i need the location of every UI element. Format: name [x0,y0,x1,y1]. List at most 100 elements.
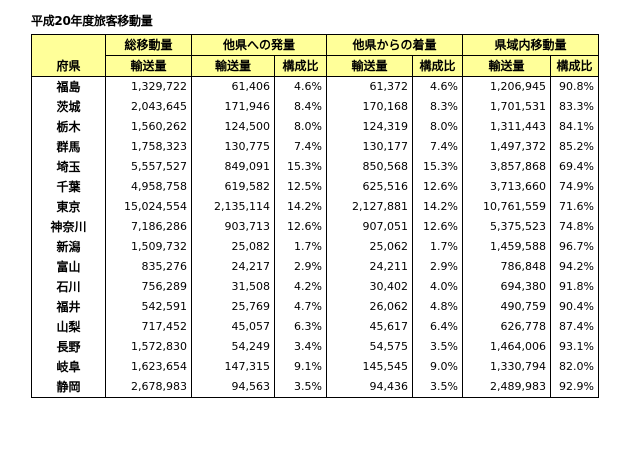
table-row: 群馬 1,758,323 130,775 7.4% 130,177 7.4% 1,497,3… [31,137,599,157]
value-cell: 1,509,732 [105,237,192,257]
value-cell: 7.4% [274,137,327,157]
value-cell: 907,051 [326,217,413,237]
value-cell: 30,402 [326,277,413,297]
value-cell: 84.1% [550,117,599,137]
value-cell: 4.7% [274,297,327,317]
value-cell: 1,701,531 [462,97,551,117]
value-cell: 490,759 [462,297,551,317]
value-cell: 7.4% [412,137,463,157]
prefecture-cell: 静岡 [31,377,106,398]
prefecture-cell: 富山 [31,257,106,277]
prefecture-cell: 石川 [31,277,106,297]
value-cell: 5,557,527 [105,157,192,177]
value-cell: 83.3% [550,97,599,117]
value-cell: 2,127,881 [326,197,413,217]
value-cell: 14.2% [412,197,463,217]
table-row: 栃木 1,560,262 124,500 8.0% 124,319 8.0% 1,311,4… [31,117,599,137]
header-group-inbound: 他県からの着量 [326,34,463,56]
value-cell: 542,591 [105,297,192,317]
prefecture-cell: 栃木 [31,117,106,137]
value-cell: 93.1% [550,337,599,357]
table-row: 新潟 1,509,732 25,082 1.7% 25,062 1.7% 1,459,588… [31,237,599,257]
table-row: 静岡 2,678,983 94,563 3.5% 94,436 3.5% 2,489,983… [31,377,599,398]
header-subcol: 輸送量 [105,55,192,77]
value-cell: 74.9% [550,177,599,197]
value-cell: 4.0% [412,277,463,297]
table-row: 長野 1,572,830 54,249 3.4% 54,575 3.5% 1,464,006… [31,337,599,357]
value-cell: 3,857,868 [462,157,551,177]
table-row: 埼玉 5,557,527 849,091 15.3% 850,568 15.3% 3,857… [31,157,599,177]
value-cell: 1.7% [274,237,327,257]
value-cell: 1,497,372 [462,137,551,157]
value-cell: 626,778 [462,317,551,337]
table-row: 山梨 717,452 45,057 6.3% 45,617 6.4% 626,778 87.4… [31,317,599,337]
value-cell: 3.4% [274,337,327,357]
value-cell: 4.6% [412,76,463,97]
prefecture-cell: 山梨 [31,317,106,337]
value-cell: 756,289 [105,277,192,297]
header-group-outbound: 他県への発量 [191,34,327,56]
value-cell: 90.4% [550,297,599,317]
value-cell: 4.8% [412,297,463,317]
value-cell: 2.9% [274,257,327,277]
header-subcol: 輸送量 [191,55,275,77]
value-cell: 61,372 [326,76,413,97]
header-row-subcols: 府県 輸送量 輸送量 構成比 輸送量 構成比 輸送量 構成比 [31,55,599,77]
value-cell: 8.4% [274,97,327,117]
value-cell: 849,091 [191,157,275,177]
table-row: 千葉 4,958,758 619,582 12.5% 625,516 12.6% 3,713… [31,177,599,197]
header-row-groups: 総移動量 他県への発量 他県からの着量 県域内移動量 [31,34,599,56]
value-cell: 1,329,722 [105,76,192,97]
table-row: 岐阜 1,623,654 147,315 9.1% 145,545 9.0% 1,330,7… [31,357,599,377]
value-cell: 5,375,523 [462,217,551,237]
value-cell: 74.8% [550,217,599,237]
value-cell: 91.8% [550,277,599,297]
prefecture-cell: 茨城 [31,97,106,117]
table-row: 福井 542,591 25,769 4.7% 26,062 4.8% 490,759 90.4… [31,297,599,317]
value-cell: 145,545 [326,357,413,377]
value-cell: 54,249 [191,337,275,357]
value-cell: 12.6% [412,177,463,197]
prefecture-cell: 埼玉 [31,157,106,177]
value-cell: 12.5% [274,177,327,197]
value-cell: 3.5% [412,377,463,398]
value-cell: 90.8% [550,76,599,97]
value-cell: 94,436 [326,377,413,398]
header-subcol: 構成比 [550,55,599,77]
value-cell: 1,206,945 [462,76,551,97]
value-cell: 15,024,554 [105,197,192,217]
page-title: 平成20年度旅客移動量 [31,14,153,28]
header-subcol: 構成比 [412,55,463,77]
value-cell: 87.4% [550,317,599,337]
value-cell: 130,775 [191,137,275,157]
value-cell: 45,057 [191,317,275,337]
header-subcol: 輸送量 [462,55,551,77]
value-cell: 25,062 [326,237,413,257]
prefecture-cell: 新潟 [31,237,106,257]
value-cell: 12.6% [274,217,327,237]
value-cell: 124,319 [326,117,413,137]
value-cell: 625,516 [326,177,413,197]
value-cell: 45,617 [326,317,413,337]
value-cell: 7,186,286 [105,217,192,237]
value-cell: 2,135,114 [191,197,275,217]
table-row: 富山 835,276 24,217 2.9% 24,211 2.9% 786,848 94.2… [31,257,599,277]
value-cell: 25,082 [191,237,275,257]
value-cell: 2,678,983 [105,377,192,398]
value-cell: 1,330,794 [462,357,551,377]
prefecture-cell: 長野 [31,337,106,357]
value-cell: 14.2% [274,197,327,217]
value-cell: 2,043,645 [105,97,192,117]
value-cell: 850,568 [326,157,413,177]
value-cell: 1,459,588 [462,237,551,257]
value-cell: 25,769 [191,297,275,317]
header-subcol: 構成比 [274,55,327,77]
table-row: 神奈川 7,186,286 903,713 12.6% 907,051 12.6% 5,37… [31,217,599,237]
value-cell: 31,508 [191,277,275,297]
value-cell: 94.2% [550,257,599,277]
value-cell: 903,713 [191,217,275,237]
passenger-movement-table: 総移動量 他県への発量 他県からの着量 県域内移動量 府県 輸送量 輸送量 構成… [31,34,599,398]
value-cell: 717,452 [105,317,192,337]
value-cell: 1,560,262 [105,117,192,137]
